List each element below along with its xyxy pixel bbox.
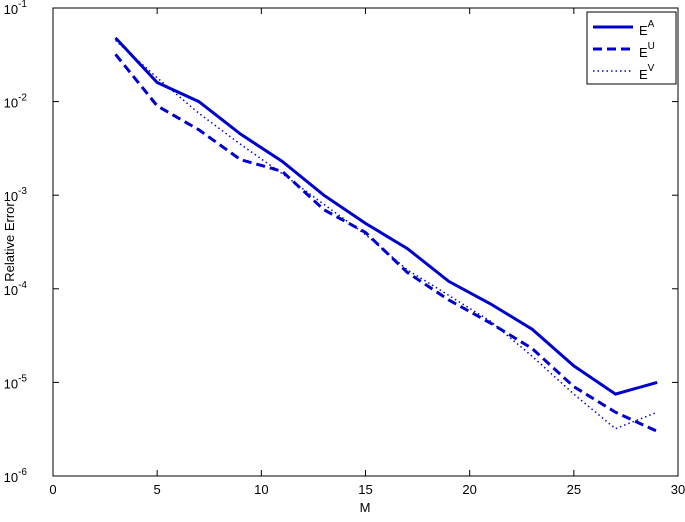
y-tick-label: 10-2 — [4, 93, 28, 111]
legend-name: E — [639, 45, 648, 60]
legend-name-sup: A — [648, 19, 655, 30]
y-tick-base: 10 — [4, 470, 18, 485]
y-tick-base: 10 — [4, 96, 18, 111]
y-axis-label: Relative Error — [2, 202, 17, 282]
x-tick-label: 10 — [254, 482, 268, 497]
legend-label: EU — [639, 41, 655, 60]
x-axis-label: M — [360, 500, 371, 515]
x-tick-label: 5 — [154, 482, 161, 497]
y-tick-exponent: -2 — [18, 93, 27, 104]
y-tick-exponent: -3 — [18, 186, 27, 197]
series-line — [114, 36, 658, 396]
y-tick-exponent: -4 — [18, 280, 27, 291]
legend-name-sup: U — [648, 41, 655, 52]
x-tick-label: 20 — [462, 482, 476, 497]
y-tick-exponent: -6 — [18, 467, 27, 478]
legend-box — [586, 11, 677, 85]
legend-label: EA — [639, 19, 655, 38]
legend-name: E — [639, 23, 648, 38]
y-tick-base: 10 — [4, 189, 18, 204]
legend-label: EV — [639, 63, 655, 82]
y-tick-base: 10 — [4, 283, 18, 298]
y-tick-label: 10-4 — [4, 280, 28, 298]
y-tick-exponent: -5 — [18, 373, 27, 384]
x-tick-label: 15 — [358, 482, 372, 497]
y-tick-exponent: -1 — [18, 0, 27, 10]
y-tick-label: 10-6 — [4, 467, 28, 485]
y-tick-label: 10-1 — [4, 0, 28, 17]
x-tick-label: 30 — [671, 482, 685, 497]
series-line — [114, 53, 658, 433]
legend-name: E — [639, 67, 648, 82]
y-tick-base: 10 — [4, 376, 18, 391]
x-tick-label: 25 — [567, 482, 581, 497]
legend-name-sup: V — [648, 63, 655, 74]
y-tick-label: 10-3 — [4, 186, 28, 204]
y-tick-base: 10 — [4, 2, 18, 17]
y-tick-label: 10-5 — [4, 373, 28, 391]
x-tick-label: 0 — [49, 482, 56, 497]
